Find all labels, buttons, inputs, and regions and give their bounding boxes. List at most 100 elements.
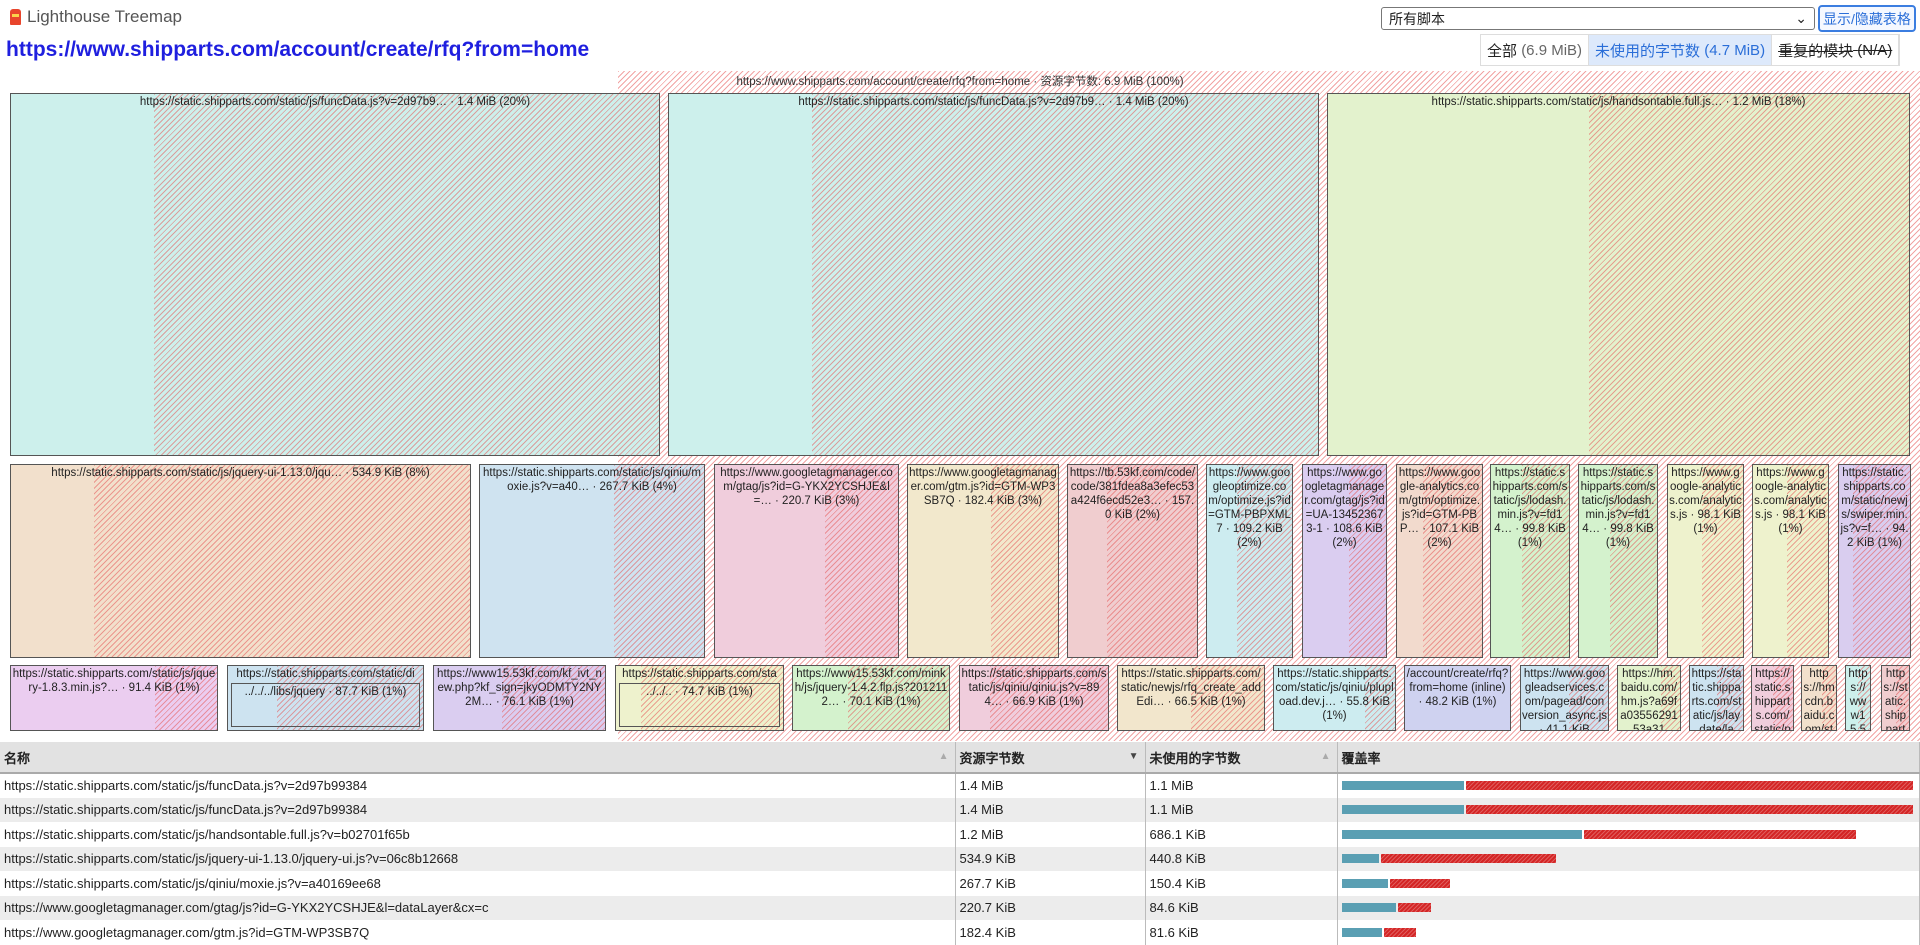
- treemap-node[interactable]: https://www.googletagmanager.com/gtm.js?…: [907, 464, 1059, 658]
- column-header-coverage[interactable]: 覆盖率: [1337, 742, 1920, 774]
- treemap-node[interactable]: https://static.shipparts.com/sta ../../..…: [615, 665, 784, 731]
- unused-bytes-hatch: [1772, 666, 1793, 730]
- script-name: https://www.googletagmanager.com/gtm.js?…: [0, 920, 956, 945]
- treemap-node[interactable]: https://static.shipparts.com/static/js/q…: [959, 665, 1109, 731]
- treemap-node-label: https://static.shipparts.com/static/di: [236, 668, 415, 680]
- unused-bytes-hatch: [1236, 465, 1292, 657]
- treemap-node-label: https://static.shipparts: [1883, 668, 1908, 731]
- treemap-node[interactable]: https://www.googletagmanager.com/gtag/js…: [1302, 464, 1387, 658]
- column-header-size[interactable]: 资源字节数 ▼: [955, 742, 1146, 774]
- treemap-node[interactable]: https://www15.53kf.co: [1845, 665, 1871, 731]
- treemap-node[interactable]: https://static.shipparts.com/static/js/l…: [1578, 464, 1658, 658]
- column-header-name[interactable]: 名称 ▲: [0, 742, 956, 774]
- coverage-bar: [1341, 781, 1916, 791]
- table-row[interactable]: https://static.shipparts.com/static/js/q…: [0, 871, 1920, 896]
- unused-size: 1.1 MiB: [1145, 797, 1338, 822]
- treemap-node[interactable]: https://static.shipparts: [1881, 665, 1910, 731]
- column-header-unused[interactable]: 未使用的字节数 ▲: [1145, 742, 1338, 774]
- table-row[interactable]: https://static.shipparts.com/static/js/j…: [0, 846, 1920, 871]
- unused-bytes-hatch: [276, 666, 423, 730]
- table-row[interactable]: https://www.googletagmanager.com/gtag/js…: [0, 895, 1920, 920]
- treemap-node[interactable]: https://static.shipparts.com/static/js/j…: [10, 464, 471, 658]
- unused-size: 686.1 KiB: [1145, 822, 1338, 847]
- treemap-node[interactable]: /account/create/rfq?from=home (inline) ·…: [1404, 665, 1511, 731]
- treemap-node[interactable]: https://static.shipparts.com/static/js/q…: [1273, 665, 1396, 731]
- treemap-root-label[interactable]: https://www.shipparts.com/account/create…: [736, 76, 1184, 88]
- table-row[interactable]: https://www.googletagmanager.com/gtm.js?…: [0, 920, 1920, 945]
- treemap-node[interactable]: https://www.google-analytics.com/gtm/opt…: [1396, 464, 1483, 658]
- treemap-node[interactable]: https://www15.53kf.com/minkh/js/jquery-1…: [792, 665, 950, 731]
- unused-bytes-hatch: [1348, 465, 1386, 657]
- coverage-bar: [1341, 829, 1916, 839]
- unused-bar: [1380, 854, 1557, 864]
- treemap-node[interactable]: https://static.shipparts.com/static/js/l…: [1689, 665, 1744, 731]
- view-mode-toggle: 全部 (6.9 MiB) 未使用的字节数 (4.7 MiB) 重复的模块 (N/…: [1480, 34, 1901, 66]
- coverage-bar: [1341, 878, 1916, 888]
- unused-bar: [1465, 781, 1914, 791]
- treemap-node-label: https://static.shipparts.com/static/newj…: [1840, 467, 1909, 549]
- unused-bytes-hatch: [641, 666, 783, 730]
- coverage-cell: [1337, 773, 1920, 798]
- table-row[interactable]: https://static.shipparts.com/static/js/f…: [0, 773, 1920, 798]
- treemap-node[interactable]: https://static.shipparts.com/static/js/j…: [10, 665, 218, 731]
- treemap-node[interactable]: https://static.shipparts.com/static/di..…: [227, 665, 424, 731]
- unused-bytes-hatch: [93, 465, 470, 657]
- treemap-node-label: https://static.shipparts.com/static/js/l…: [1580, 467, 1656, 549]
- treemap-node[interactable]: https://www.googleoptimize.com/optimize.…: [1206, 464, 1293, 658]
- table-row[interactable]: https://static.shipparts.com/static/js/f…: [0, 797, 1920, 822]
- treemap-node[interactable]: https://www.google-analytics.com/analyti…: [1752, 464, 1829, 658]
- treemap-node[interactable]: https://static.shipparts.com/static/js/f…: [10, 93, 660, 456]
- treemap-node[interactable]: https://hm.baidu.com/hm.js?a69fa03556291…: [1617, 665, 1681, 731]
- treemap-node[interactable]: https://www15.53kf.com/kf_ivt_new.php?kf…: [433, 665, 606, 731]
- treemap-node[interactable]: https://www.googleadservices.com/pagead/…: [1520, 665, 1609, 731]
- unused-size: 81.6 KiB: [1145, 920, 1338, 945]
- treemap-node[interactable]: https://static.shipparts.com/static/p: [1751, 665, 1794, 731]
- treemap-node-label: https://www.googletagmanager.com/gtag/js…: [720, 467, 893, 507]
- script-name: https://static.shipparts.com/static/js/f…: [0, 797, 956, 822]
- script-filter-select[interactable]: 所有脚本 ⌄: [1381, 7, 1815, 30]
- treemap-node[interactable]: https://static.shipparts.com/static/newj…: [1117, 665, 1265, 731]
- treemap-node[interactable]: https://hmcdn.baidu.com/static: [1801, 665, 1837, 731]
- unused-bytes-hatch: [990, 465, 1058, 657]
- treemap-node[interactable]: https://tb.53kf.com/code/code/381fdea8a3…: [1067, 464, 1198, 658]
- treemap-node-label: https://static.shipparts.com/static/js/f…: [139, 96, 531, 108]
- treemap-node-label: https://www.google-analytics.com/gtm/opt…: [1398, 467, 1481, 549]
- unused-bytes-hatch: [1364, 666, 1395, 730]
- unused-bytes-hatch: [1191, 666, 1264, 730]
- mode-duplicate-modules[interactable]: 重复的模块 (N/A): [1772, 35, 1900, 65]
- treemap-child-node[interactable]: ../../../libs/jquery · 87.7 KiB (1%): [231, 683, 420, 727]
- treemap-node[interactable]: https://www.googletagmanager.com/gtag/js…: [714, 464, 899, 658]
- unused-bar: [1583, 829, 1857, 839]
- treemap-node-label: https://static.shipparts.com/static/js/j…: [51, 467, 430, 479]
- toggle-table-button[interactable]: 显示/隐藏表格: [1818, 5, 1916, 32]
- coverage-cell: [1337, 920, 1920, 945]
- treemap-child-node[interactable]: ../../.. · 74.7 KiB (1%): [619, 683, 780, 727]
- mode-all[interactable]: 全部 (6.9 MiB): [1481, 35, 1590, 65]
- table-row[interactable]: https://static.shipparts.com/static/js/h…: [0, 822, 1920, 847]
- treemap-node-label: https://static.shipparts.com/static/js/l…: [1492, 467, 1568, 549]
- chevron-down-icon: ⌄: [1795, 10, 1807, 26]
- unused-bytes-hatch: [155, 666, 217, 730]
- treemap-node-label: https://static.shipparts.com/static/js/q…: [961, 668, 1107, 708]
- treemap-node-label: https://www15.53kf.com/minkh/js/jquery-1…: [794, 668, 948, 708]
- resource-size: 534.9 KiB: [955, 846, 1146, 871]
- treemap-node-label: https://static.shipparts.com/static/js/f…: [798, 96, 1189, 108]
- unused-bytes-hatch: [811, 94, 1318, 455]
- used-bar: [1341, 781, 1464, 791]
- coverage-cell: [1337, 822, 1920, 847]
- coverage-cell: [1337, 895, 1920, 920]
- treemap-node[interactable]: https://static.shipparts.com/static/js/h…: [1327, 93, 1910, 456]
- unused-size: 440.8 KiB: [1145, 846, 1338, 871]
- unused-bytes-hatch: [153, 94, 659, 455]
- resource-size: 267.7 KiB: [955, 871, 1146, 896]
- treemap-node[interactable]: https://static.shipparts.com/static/newj…: [1838, 464, 1911, 658]
- mode-unused-bytes[interactable]: 未使用的字节数 (4.7 MiB): [1589, 35, 1773, 65]
- treemap-node-label: https://tb.53kf.com/code/code/381fdea8a3…: [1069, 467, 1196, 521]
- treemap-node-label: https://www.google-analytics.com/analyti…: [1669, 467, 1742, 535]
- treemap-node[interactable]: https://static.shipparts.com/static/js/f…: [668, 93, 1319, 456]
- treemap-node[interactable]: https://static.shipparts.com/static/js/l…: [1490, 464, 1570, 658]
- treemap-node[interactable]: https://www.google-analytics.com/analyti…: [1667, 464, 1744, 658]
- treemap-node[interactable]: https://static.shipparts.com/static/js/q…: [479, 464, 705, 658]
- unused-bytes-hatch: [1589, 94, 1909, 455]
- page-url-link[interactable]: https://www.shipparts.com/account/create…: [6, 38, 590, 61]
